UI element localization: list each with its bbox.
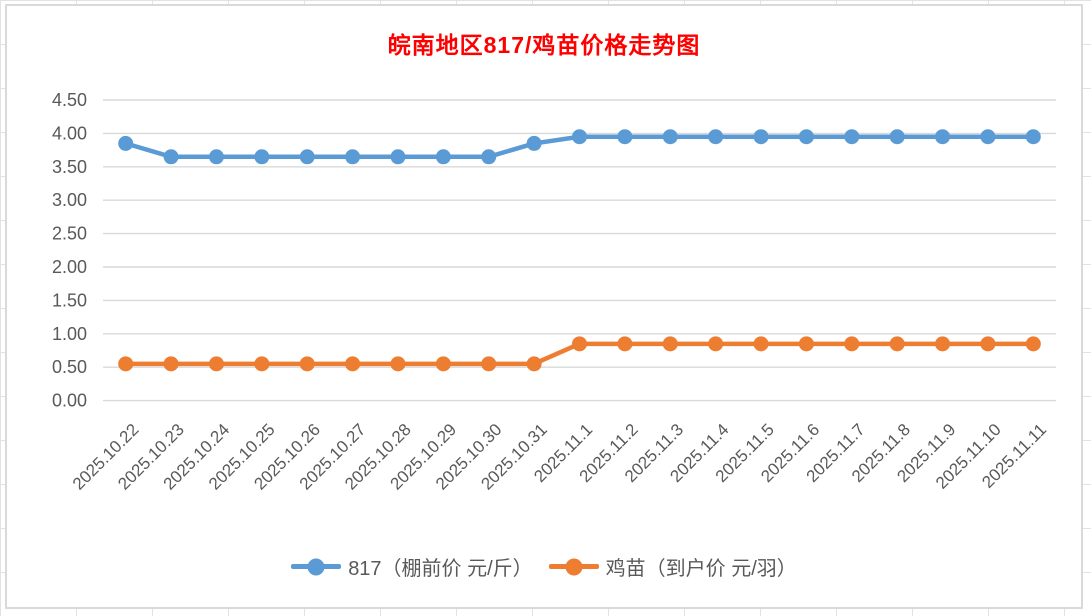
chart-title: 皖南地区817/鸡苗价格走势图 <box>387 32 701 58</box>
svg-text:0.00: 0.00 <box>52 391 87 411</box>
svg-text:4.50: 4.50 <box>52 90 87 110</box>
svg-text:1.50: 1.50 <box>52 290 87 310</box>
legend-817-label: 817（棚前价 元/斤） <box>348 558 533 580</box>
svg-text:4.00: 4.00 <box>52 123 87 143</box>
legend-jimiao-line-marker-icon <box>548 558 599 575</box>
svg-text:2.00: 2.00 <box>52 257 87 277</box>
legend-item-817: 817（棚前价 元/斤） <box>291 552 533 581</box>
chart-container[interactable]: 皖南地区817/鸡苗价格走势图 0.00 0.50 1.00 1.50 2.00 2.50… <box>5 4 1083 609</box>
svg-text:2.50: 2.50 <box>52 224 87 244</box>
legend-jimiao-label: 鸡苗（到户价 元/羽） <box>605 558 797 580</box>
svg-text:3.00: 3.00 <box>52 190 87 210</box>
chart-legend: 817（棚前价 元/斤） 鸡苗（到户价 元/羽） <box>7 552 1081 581</box>
svg-text:0.50: 0.50 <box>52 357 87 377</box>
svg-text:1.00: 1.00 <box>52 324 87 344</box>
price-line-plot: 0.00 0.50 1.00 1.50 2.00 2.50 3.00 3.50 4.00 4.50… <box>52 90 1056 494</box>
legend-item-jimiao: 鸡苗（到户价 元/羽） <box>548 552 797 581</box>
svg-text:3.50: 3.50 <box>52 157 87 177</box>
legend-817-line-marker-icon <box>291 558 342 575</box>
